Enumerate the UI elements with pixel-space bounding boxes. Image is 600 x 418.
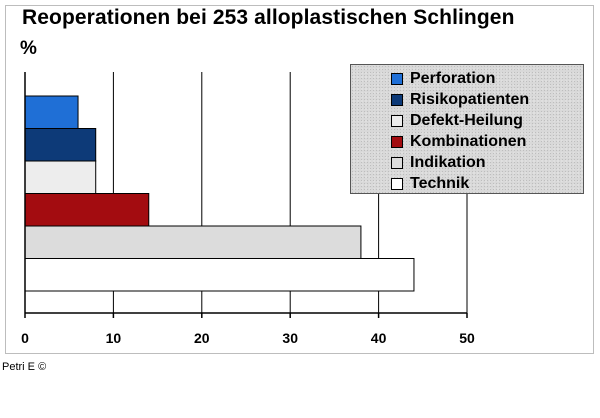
chart-title: Reoperationen bei 253 alloplastischen Sc… [22,6,515,29]
legend-label: Kombinationen [410,132,527,150]
x-tick-label: 40 [371,330,387,346]
legend-swatch [391,93,403,106]
x-tick-label: 50 [459,330,475,346]
legend-label: Indikation [410,153,486,171]
legend-swatch [391,72,403,85]
legend-item: Indikation [391,152,583,173]
credit-text: Petri E © [2,361,47,373]
x-tick-label: 0 [21,330,29,346]
legend-label: Perforation [410,69,496,87]
x-tick-label: 10 [106,330,122,346]
bar-technik [24,258,415,292]
bar-perforation [24,95,79,129]
bar-kombinationen [24,193,150,227]
legend-item: Risikopatienten [391,89,583,110]
y-axis-unit: % [20,38,37,59]
x-tick-label: 30 [282,330,298,346]
bar-indikation [24,225,362,259]
bars [24,95,415,292]
legend-item: Perforation [391,68,583,89]
legend-label: Defekt-Heilung [410,111,523,129]
legend: Perforation Risikopatienten Defekt-Heilung… [350,64,584,194]
legend-item: Defekt-Heilung [391,110,583,131]
x-axis: 0 10 20 30 40 50 [21,72,475,346]
legend-item: Technik [391,173,583,194]
legend-label: Technik [410,174,470,192]
chart-frame [5,5,594,354]
bar-defekt-heilung [24,160,97,194]
x-tick-label: 20 [194,330,210,346]
legend-swatch [391,114,403,127]
legend-label: Risikopatienten [410,90,530,108]
bar-risikopatienten [24,128,97,162]
legend-swatch [391,177,403,190]
legend-swatch [391,135,403,148]
legend-item: Kombinationen [391,131,583,152]
legend-swatch [391,156,403,169]
